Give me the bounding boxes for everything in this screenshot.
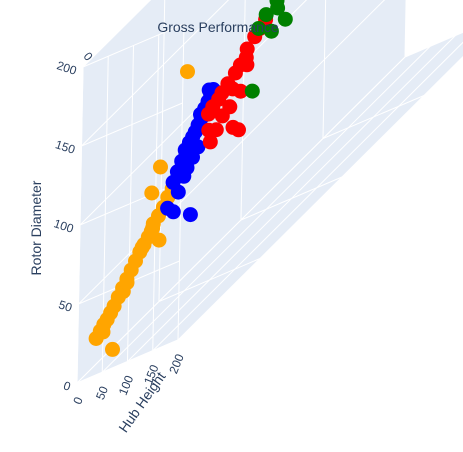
z-tick-label: 50 bbox=[57, 297, 74, 315]
data-point bbox=[180, 64, 195, 80]
z-tick-label: 200 bbox=[55, 58, 79, 78]
data-points bbox=[88, 0, 293, 357]
y-tick-label: 100 bbox=[116, 373, 137, 397]
data-point bbox=[144, 185, 160, 201]
y-tick-label: 50 bbox=[93, 384, 111, 402]
data-point bbox=[202, 134, 218, 150]
z-axis-title: Rotor Diameter bbox=[28, 180, 44, 275]
x-axis-title: Gross Performance bbox=[157, 19, 279, 35]
data-point bbox=[239, 41, 255, 57]
grid-line-y bbox=[76, 66, 84, 384]
z-axis: Rotor Diameter 0 50 100 150 200 bbox=[28, 58, 79, 394]
data-point bbox=[225, 81, 241, 97]
data-point bbox=[105, 341, 120, 357]
data-point bbox=[153, 159, 168, 175]
data-point bbox=[119, 275, 135, 291]
data-point bbox=[160, 200, 176, 216]
data-point bbox=[263, 23, 279, 39]
data-point bbox=[277, 11, 293, 27]
data-point bbox=[182, 207, 198, 223]
grid-line-y-floor bbox=[101, 45, 431, 373]
y-tick-label: 200 bbox=[166, 352, 187, 376]
grid-line-z bbox=[82, 0, 152, 68]
grid-line-y-floor bbox=[76, 56, 406, 384]
data-point bbox=[201, 82, 217, 98]
data-point bbox=[95, 324, 111, 340]
data-point bbox=[244, 83, 260, 99]
grid-line-x bbox=[322, 0, 327, 139]
grid-line-y-floor bbox=[177, 56, 463, 341]
z-tick-label: 0 bbox=[62, 378, 73, 393]
series-2 bbox=[160, 82, 221, 223]
z-tick-label: 100 bbox=[52, 216, 76, 236]
grid-line-x bbox=[404, 0, 407, 58]
data-point bbox=[143, 223, 159, 239]
grid-line-z bbox=[81, 0, 230, 147]
grid-line-y-floor bbox=[127, 35, 456, 362]
data-point bbox=[201, 122, 217, 138]
data-point bbox=[270, 0, 286, 16]
grid-line-y bbox=[127, 45, 134, 362]
data-point bbox=[134, 239, 150, 255]
data-point bbox=[214, 108, 230, 124]
data-point bbox=[239, 57, 255, 73]
data-point bbox=[170, 184, 186, 200]
data-point bbox=[251, 21, 267, 36]
grid-line-y-floor bbox=[152, 41, 463, 352]
y-tick-label: 0 bbox=[70, 395, 86, 407]
series-4 bbox=[244, 0, 293, 99]
data-point bbox=[231, 122, 246, 138]
z-tick-label: 150 bbox=[54, 137, 78, 157]
data-point bbox=[190, 139, 206, 155]
data-point bbox=[258, 7, 274, 23]
data-point bbox=[179, 160, 195, 176]
